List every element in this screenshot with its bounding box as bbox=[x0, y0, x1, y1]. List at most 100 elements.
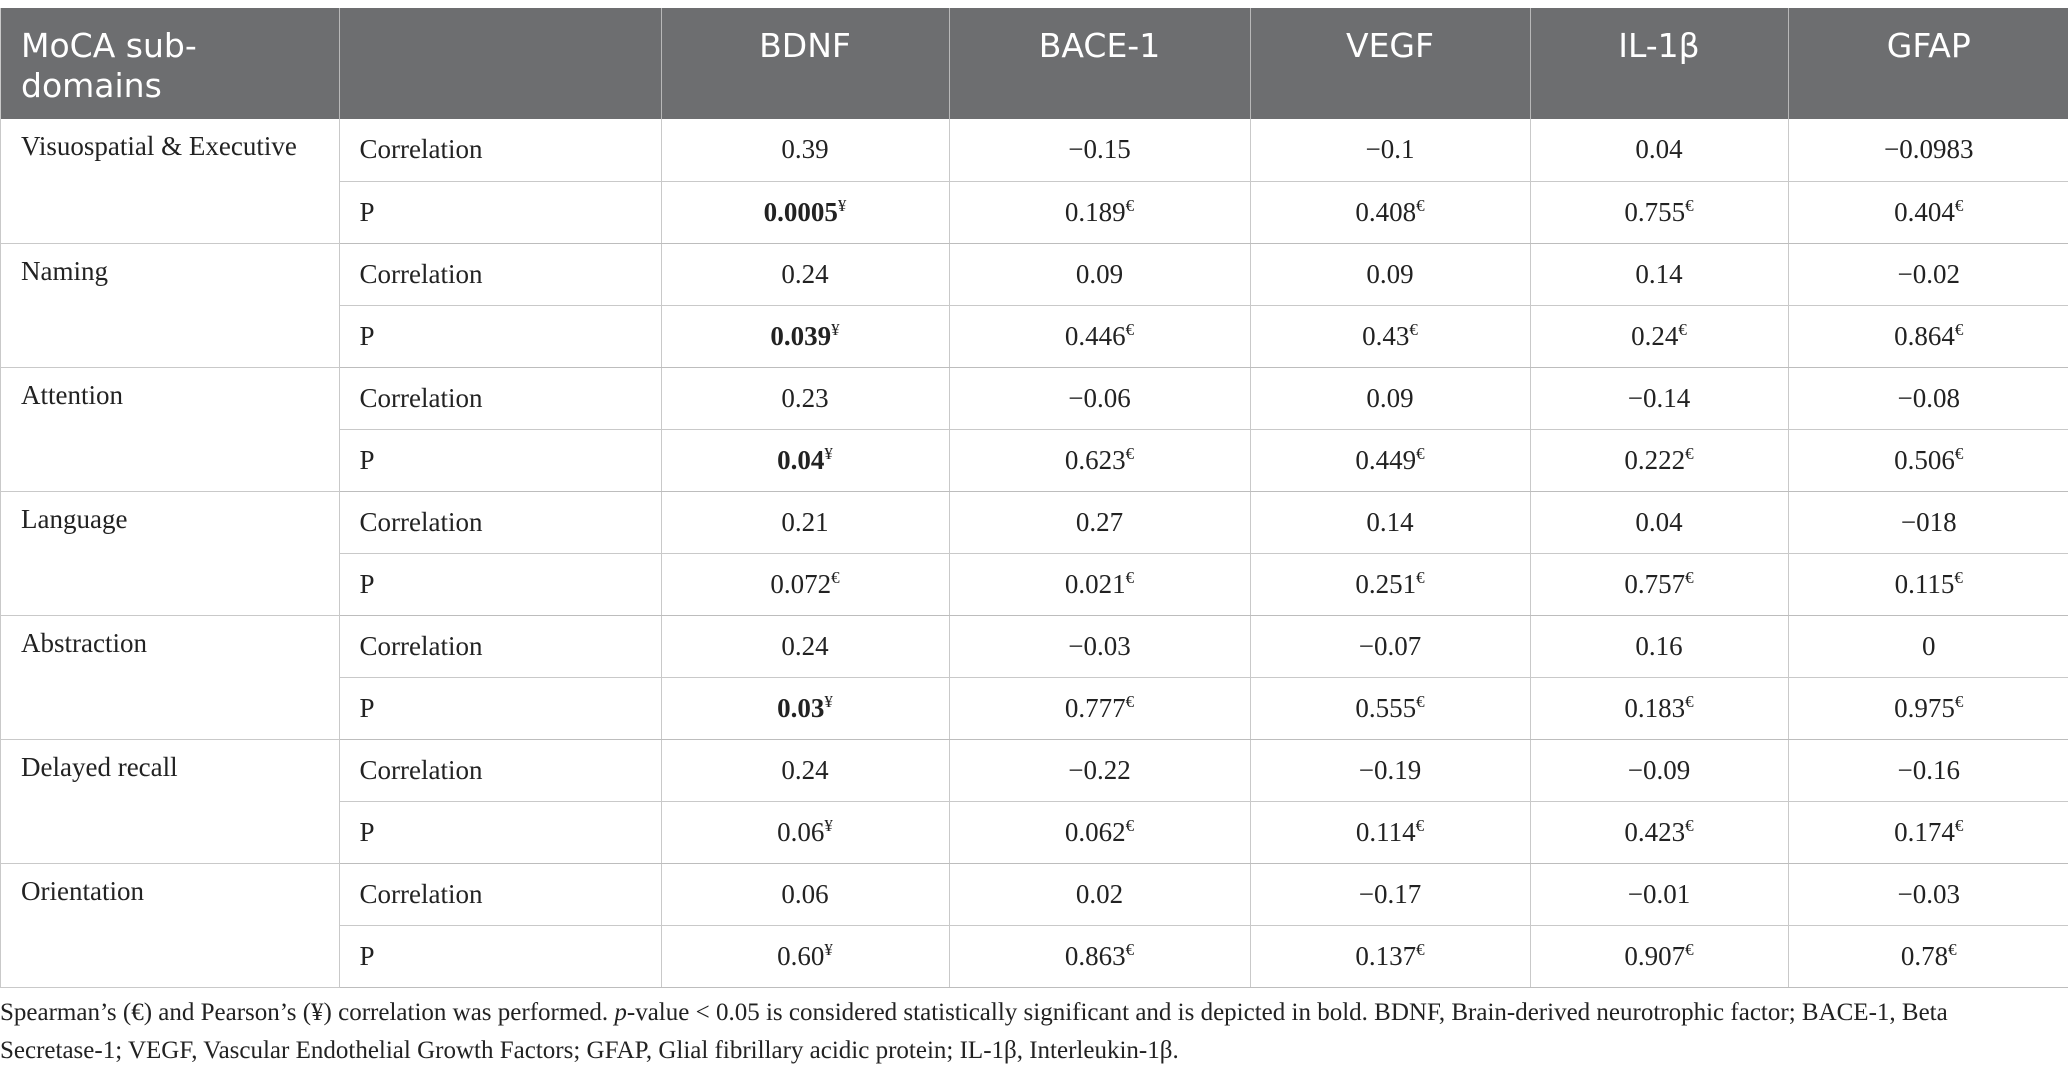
p-value-marker: € bbox=[1685, 691, 1694, 711]
p-value-marker: ¥ bbox=[831, 319, 840, 339]
correlation-value: 0.04 bbox=[1530, 491, 1789, 554]
p-value-marker: € bbox=[1948, 939, 1957, 959]
header-bdnf: BDNF bbox=[661, 8, 950, 119]
p-value: 0.404 bbox=[1894, 196, 1955, 227]
correlation-value: 0.21 bbox=[661, 491, 950, 554]
correlation-value: 0.14 bbox=[1530, 243, 1789, 306]
correlation-value: −0.1 bbox=[1250, 119, 1531, 182]
correlation-value: −0.16 bbox=[1788, 739, 2068, 802]
p-value-marker: € bbox=[1954, 567, 1963, 587]
p-value-cell: 0.506€ bbox=[1788, 429, 2068, 492]
table-row: P 0.60¥ 0.863€ 0.137€ 0.907€ 0.78€ bbox=[1, 925, 2068, 988]
p-value: 0.60 bbox=[777, 940, 825, 971]
stat-label-correlation: Correlation bbox=[339, 739, 662, 802]
p-value-marker: € bbox=[1416, 567, 1425, 587]
correlation-value: −018 bbox=[1788, 491, 2068, 554]
correlation-value: 0.14 bbox=[1250, 491, 1531, 554]
correlation-value: −0.07 bbox=[1250, 615, 1531, 678]
stat-label-correlation: Correlation bbox=[339, 491, 662, 554]
stat-label-correlation: Correlation bbox=[339, 119, 662, 182]
p-value: 0.408 bbox=[1355, 196, 1417, 227]
domain-cell: Orientation bbox=[1, 863, 340, 988]
p-value-cell: 0.114€ bbox=[1250, 801, 1531, 864]
correlation-value: −0.02 bbox=[1788, 243, 2068, 306]
correlation-value: −0.01 bbox=[1530, 863, 1789, 926]
stat-label-correlation: Correlation bbox=[339, 863, 662, 926]
correlation-value: 0.27 bbox=[949, 491, 1251, 554]
p-value-marker: € bbox=[1125, 691, 1135, 711]
footnote-italic-p: p bbox=[614, 999, 627, 1026]
domain-cell: Delayed recall bbox=[1, 739, 340, 864]
p-value: 0.0005 bbox=[763, 196, 838, 227]
p-value-marker: € bbox=[831, 567, 840, 587]
p-value-marker: € bbox=[1415, 815, 1425, 835]
correlation-value: −0.03 bbox=[1788, 863, 2068, 926]
correlation-value: −0.08 bbox=[1788, 367, 2068, 430]
p-value-cell: 0.021€ bbox=[949, 553, 1251, 616]
p-value: 0.039 bbox=[770, 320, 832, 351]
table-row: Attention Correlation 0.23 −0.06 0.09 −0.14 −0… bbox=[1, 367, 2068, 492]
p-value-marker: € bbox=[1416, 195, 1425, 215]
p-value: 0.174 bbox=[1894, 816, 1955, 847]
table-row: P 0.03¥ 0.777€ 0.555€ 0.183€ 0.975€ bbox=[1, 677, 2068, 740]
p-value: 0.189 bbox=[1064, 196, 1126, 227]
p-value-cell: 0.03¥ bbox=[661, 677, 950, 740]
correlation-value: −0.15 bbox=[949, 119, 1251, 182]
correlation-value: 0.16 bbox=[1530, 615, 1789, 678]
correlation-value: 0.09 bbox=[949, 243, 1251, 306]
p-value-marker: € bbox=[1125, 319, 1135, 339]
domain-cell: Visuospatial & Executive bbox=[1, 119, 340, 244]
p-value: 0.062 bbox=[1064, 816, 1126, 847]
p-value-marker: € bbox=[1416, 443, 1425, 463]
p-value-cell: 0.0005¥ bbox=[661, 181, 950, 244]
p-value: 0.072 bbox=[770, 568, 832, 599]
domain-cell: Language bbox=[1, 491, 340, 616]
p-value: 0.78 bbox=[1900, 940, 1949, 971]
p-value-marker: € bbox=[1954, 443, 1964, 463]
p-value-marker: ¥ bbox=[824, 443, 833, 463]
p-value: 0.251 bbox=[1355, 568, 1417, 599]
p-value-marker: € bbox=[1409, 319, 1418, 339]
p-value-cell: 0.555€ bbox=[1250, 677, 1531, 740]
p-value: 0.446 bbox=[1064, 320, 1126, 351]
p-value-cell: 0.907€ bbox=[1530, 925, 1789, 988]
p-value-marker: ¥ bbox=[824, 939, 833, 959]
p-value: 0.907 bbox=[1624, 940, 1686, 971]
p-value-cell: 0.757€ bbox=[1530, 553, 1789, 616]
table-row: Delayed recall Correlation 0.24 −0.22 −0.19−… bbox=[1, 739, 2068, 864]
p-value-marker: € bbox=[1685, 815, 1694, 835]
correlation-value: −0.19 bbox=[1250, 739, 1531, 802]
stat-label-p: P bbox=[339, 553, 662, 616]
p-value: 0.222 bbox=[1624, 444, 1686, 475]
stat-label-p: P bbox=[339, 429, 662, 492]
header-bace1: BACE-1 bbox=[949, 8, 1251, 119]
correlation-value: 0.24 bbox=[661, 739, 950, 802]
p-value-cell: 0.24€ bbox=[1530, 305, 1789, 368]
p-value-marker: € bbox=[1954, 195, 1964, 215]
p-value: 0.021 bbox=[1064, 568, 1126, 599]
p-value-marker: € bbox=[1416, 691, 1425, 711]
correlation-value: 0.24 bbox=[661, 615, 950, 678]
p-value-marker: € bbox=[1416, 939, 1425, 959]
p-value-cell: 0.60¥ bbox=[661, 925, 950, 988]
correlation-value: 0.09 bbox=[1250, 243, 1531, 306]
p-value-cell: 0.039¥ bbox=[661, 305, 950, 368]
p-value-cell: 0.404€ bbox=[1788, 181, 2068, 244]
p-value: 0.115 bbox=[1894, 568, 1955, 599]
stat-label-p: P bbox=[339, 925, 662, 988]
p-value-marker: € bbox=[1125, 443, 1135, 463]
footnote-text-1: Spearman’s (€) and Pearson’s (¥) correla… bbox=[0, 999, 615, 1026]
p-value: 0.03 bbox=[777, 692, 825, 723]
correlation-value: −0.14 bbox=[1530, 367, 1789, 430]
p-value-cell: 0.06¥ bbox=[661, 801, 950, 864]
table-row: Orientation Correlation 0.06 0.02 −0.17 −0.01… bbox=[1, 863, 2068, 988]
p-value-marker: ¥ bbox=[837, 195, 847, 215]
domain-cell: Attention bbox=[1, 367, 340, 492]
header-vegf: VEGF bbox=[1250, 8, 1531, 119]
table-header-row: MoCA sub-domains BDNF BACE-1 VEGF IL-1β … bbox=[1, 8, 2068, 119]
p-value-cell: 0.975€ bbox=[1788, 677, 2068, 740]
correlation-table: MoCA sub-domains BDNF BACE-1 VEGF IL-1β … bbox=[1, 8, 2068, 988]
p-value: 0.777 bbox=[1064, 692, 1126, 723]
domain-cell: Abstraction bbox=[1, 615, 340, 740]
header-il1b: IL-1β bbox=[1530, 8, 1789, 119]
